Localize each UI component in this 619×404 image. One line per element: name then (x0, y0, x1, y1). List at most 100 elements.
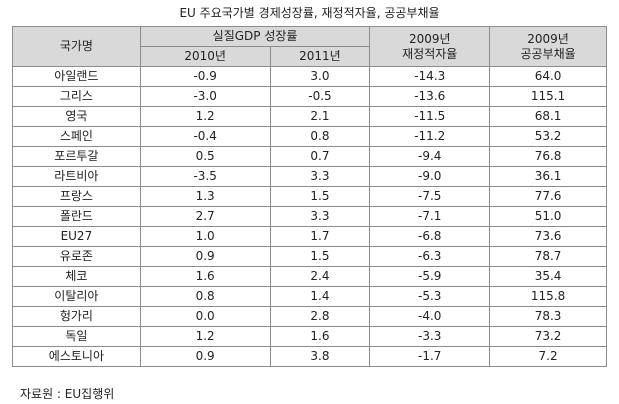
table-row: 체코 1.6 2.4 -5.9 35.4 (12, 266, 607, 287)
value-cell: -14.3 (369, 66, 491, 87)
table-body: 아일랜드 -0.9 3.0 -14.3 64.0 그리스 -3.0 -0.5 -13.6 115.… (12, 66, 607, 367)
value-cell: -7.1 (369, 206, 491, 227)
table-row: 에스토니아 0.9 3.8 -1.7 7.2 (12, 346, 607, 367)
value-cell: 1.5 (269, 246, 371, 267)
table-row: 스페인 -0.4 0.8 -11.2 53.2 (12, 126, 607, 147)
value-cell: 53.2 (489, 126, 607, 147)
country-cell: 폴란드 (12, 206, 141, 227)
header-cell: 2011년 (269, 46, 371, 67)
value-cell: 1.3 (139, 186, 271, 207)
value-cell: -1.7 (369, 346, 491, 367)
country-cell: EU27 (12, 226, 141, 247)
country-cell: 라트비아 (12, 166, 141, 187)
data-table: 국가명 실질GDP 성장률 2009년 재정적자율 2009년 공공부채율 2010… (12, 26, 607, 367)
value-cell: -5.3 (369, 286, 491, 307)
value-cell: 1.7 (269, 226, 371, 247)
value-cell: 1.2 (139, 106, 271, 127)
value-cell: 0.0 (139, 306, 271, 327)
country-cell: 에스토니아 (12, 346, 141, 367)
header-line: 2009년 (527, 31, 569, 46)
header-cell: 2009년 공공부채율 (489, 26, 607, 67)
value-cell: -5.9 (369, 266, 491, 287)
country-cell: 이탈리아 (12, 286, 141, 307)
value-cell: 1.4 (269, 286, 371, 307)
value-cell: 1.5 (269, 186, 371, 207)
country-cell: 영국 (12, 106, 141, 127)
value-cell: -4.0 (369, 306, 491, 327)
table-row: 헝가리 0.0 2.8 -4.0 78.3 (12, 306, 607, 327)
value-cell: 35.4 (489, 266, 607, 287)
table-row: 그리스 -3.0 -0.5 -13.6 115.1 (12, 86, 607, 107)
value-cell: 0.8 (139, 286, 271, 307)
source-note: 자료원 : EU집행위 (20, 387, 115, 401)
value-cell: 0.9 (139, 246, 271, 267)
table-row: EU27 1.0 1.7 -6.8 73.6 (12, 226, 607, 247)
value-cell: 2.4 (269, 266, 371, 287)
value-cell: -3.5 (139, 166, 271, 187)
value-cell: -9.4 (369, 146, 491, 167)
value-cell: 0.5 (139, 146, 271, 167)
value-cell: -0.9 (139, 66, 271, 87)
value-cell: -11.5 (369, 106, 491, 127)
value-cell: 1.2 (139, 326, 271, 347)
header-cell: 실질GDP 성장률 (139, 26, 371, 47)
table-row: 아일랜드 -0.9 3.0 -14.3 64.0 (12, 66, 607, 87)
table-row: 독일 1.2 1.6 -3.3 73.2 (12, 326, 607, 347)
value-cell: 3.0 (269, 66, 371, 87)
value-cell: 77.6 (489, 186, 607, 207)
value-cell: 0.9 (139, 346, 271, 367)
value-cell: -0.4 (139, 126, 271, 147)
table-row: 유로존 0.9 1.5 -6.3 78.7 (12, 246, 607, 267)
value-cell: 64.0 (489, 66, 607, 87)
value-cell: 78.3 (489, 306, 607, 327)
value-cell: 73.6 (489, 226, 607, 247)
value-cell: 115.1 (489, 86, 607, 107)
value-cell: 2.8 (269, 306, 371, 327)
header-cell: 국가명 (12, 26, 141, 67)
value-cell: 0.8 (269, 126, 371, 147)
value-cell: 76.8 (489, 146, 607, 167)
value-cell: 1.0 (139, 226, 271, 247)
value-cell: -0.5 (269, 86, 371, 107)
country-cell: 체코 (12, 266, 141, 287)
value-cell: 1.6 (139, 266, 271, 287)
table-row: 프랑스 1.3 1.5 -7.5 77.6 (12, 186, 607, 207)
header-cell: 2010년 (139, 46, 271, 67)
country-cell: 포르투갈 (12, 146, 141, 167)
value-cell: 2.7 (139, 206, 271, 227)
value-cell: 3.8 (269, 346, 371, 367)
header-line: 2009년 (408, 31, 451, 46)
title: EU 주요국가별 경제성장률, 재정적자율, 공공부채율 (179, 6, 440, 20)
value-cell: -3.3 (369, 326, 491, 347)
value-cell: 1.6 (269, 326, 371, 347)
country-cell: 스페인 (12, 126, 141, 147)
header-line: 공공부채율 (520, 46, 576, 61)
value-cell: -13.6 (369, 86, 491, 107)
country-cell: 아일랜드 (12, 66, 141, 87)
value-cell: 3.3 (269, 166, 371, 187)
value-cell: 73.2 (489, 326, 607, 347)
country-cell: 헝가리 (12, 306, 141, 327)
value-cell: 115.8 (489, 286, 607, 307)
table-row: 포르투갈 0.5 0.7 -9.4 76.8 (12, 146, 607, 167)
value-cell: -9.0 (369, 166, 491, 187)
country-cell: 그리스 (12, 86, 141, 107)
value-cell: -6.8 (369, 226, 491, 247)
value-cell: 51.0 (489, 206, 607, 227)
table-row: 폴란드 2.7 3.3 -7.1 51.0 (12, 206, 607, 227)
value-cell: -11.2 (369, 126, 491, 147)
value-cell: -3.0 (139, 86, 271, 107)
value-cell: -6.3 (369, 246, 491, 267)
value-cell: 2.1 (269, 106, 371, 127)
value-cell: 68.1 (489, 106, 607, 127)
country-cell: 유로존 (12, 246, 141, 267)
value-cell: 0.7 (269, 146, 371, 167)
value-cell: 3.3 (269, 206, 371, 227)
value-cell: -7.5 (369, 186, 491, 207)
value-cell: 78.7 (489, 246, 607, 267)
table-row: 라트비아 -3.5 3.3 -9.0 36.1 (12, 166, 607, 187)
value-cell: 36.1 (489, 166, 607, 187)
country-cell: 독일 (12, 326, 141, 347)
table-row: 이탈리아 0.8 1.4 -5.3 115.8 (12, 286, 607, 307)
